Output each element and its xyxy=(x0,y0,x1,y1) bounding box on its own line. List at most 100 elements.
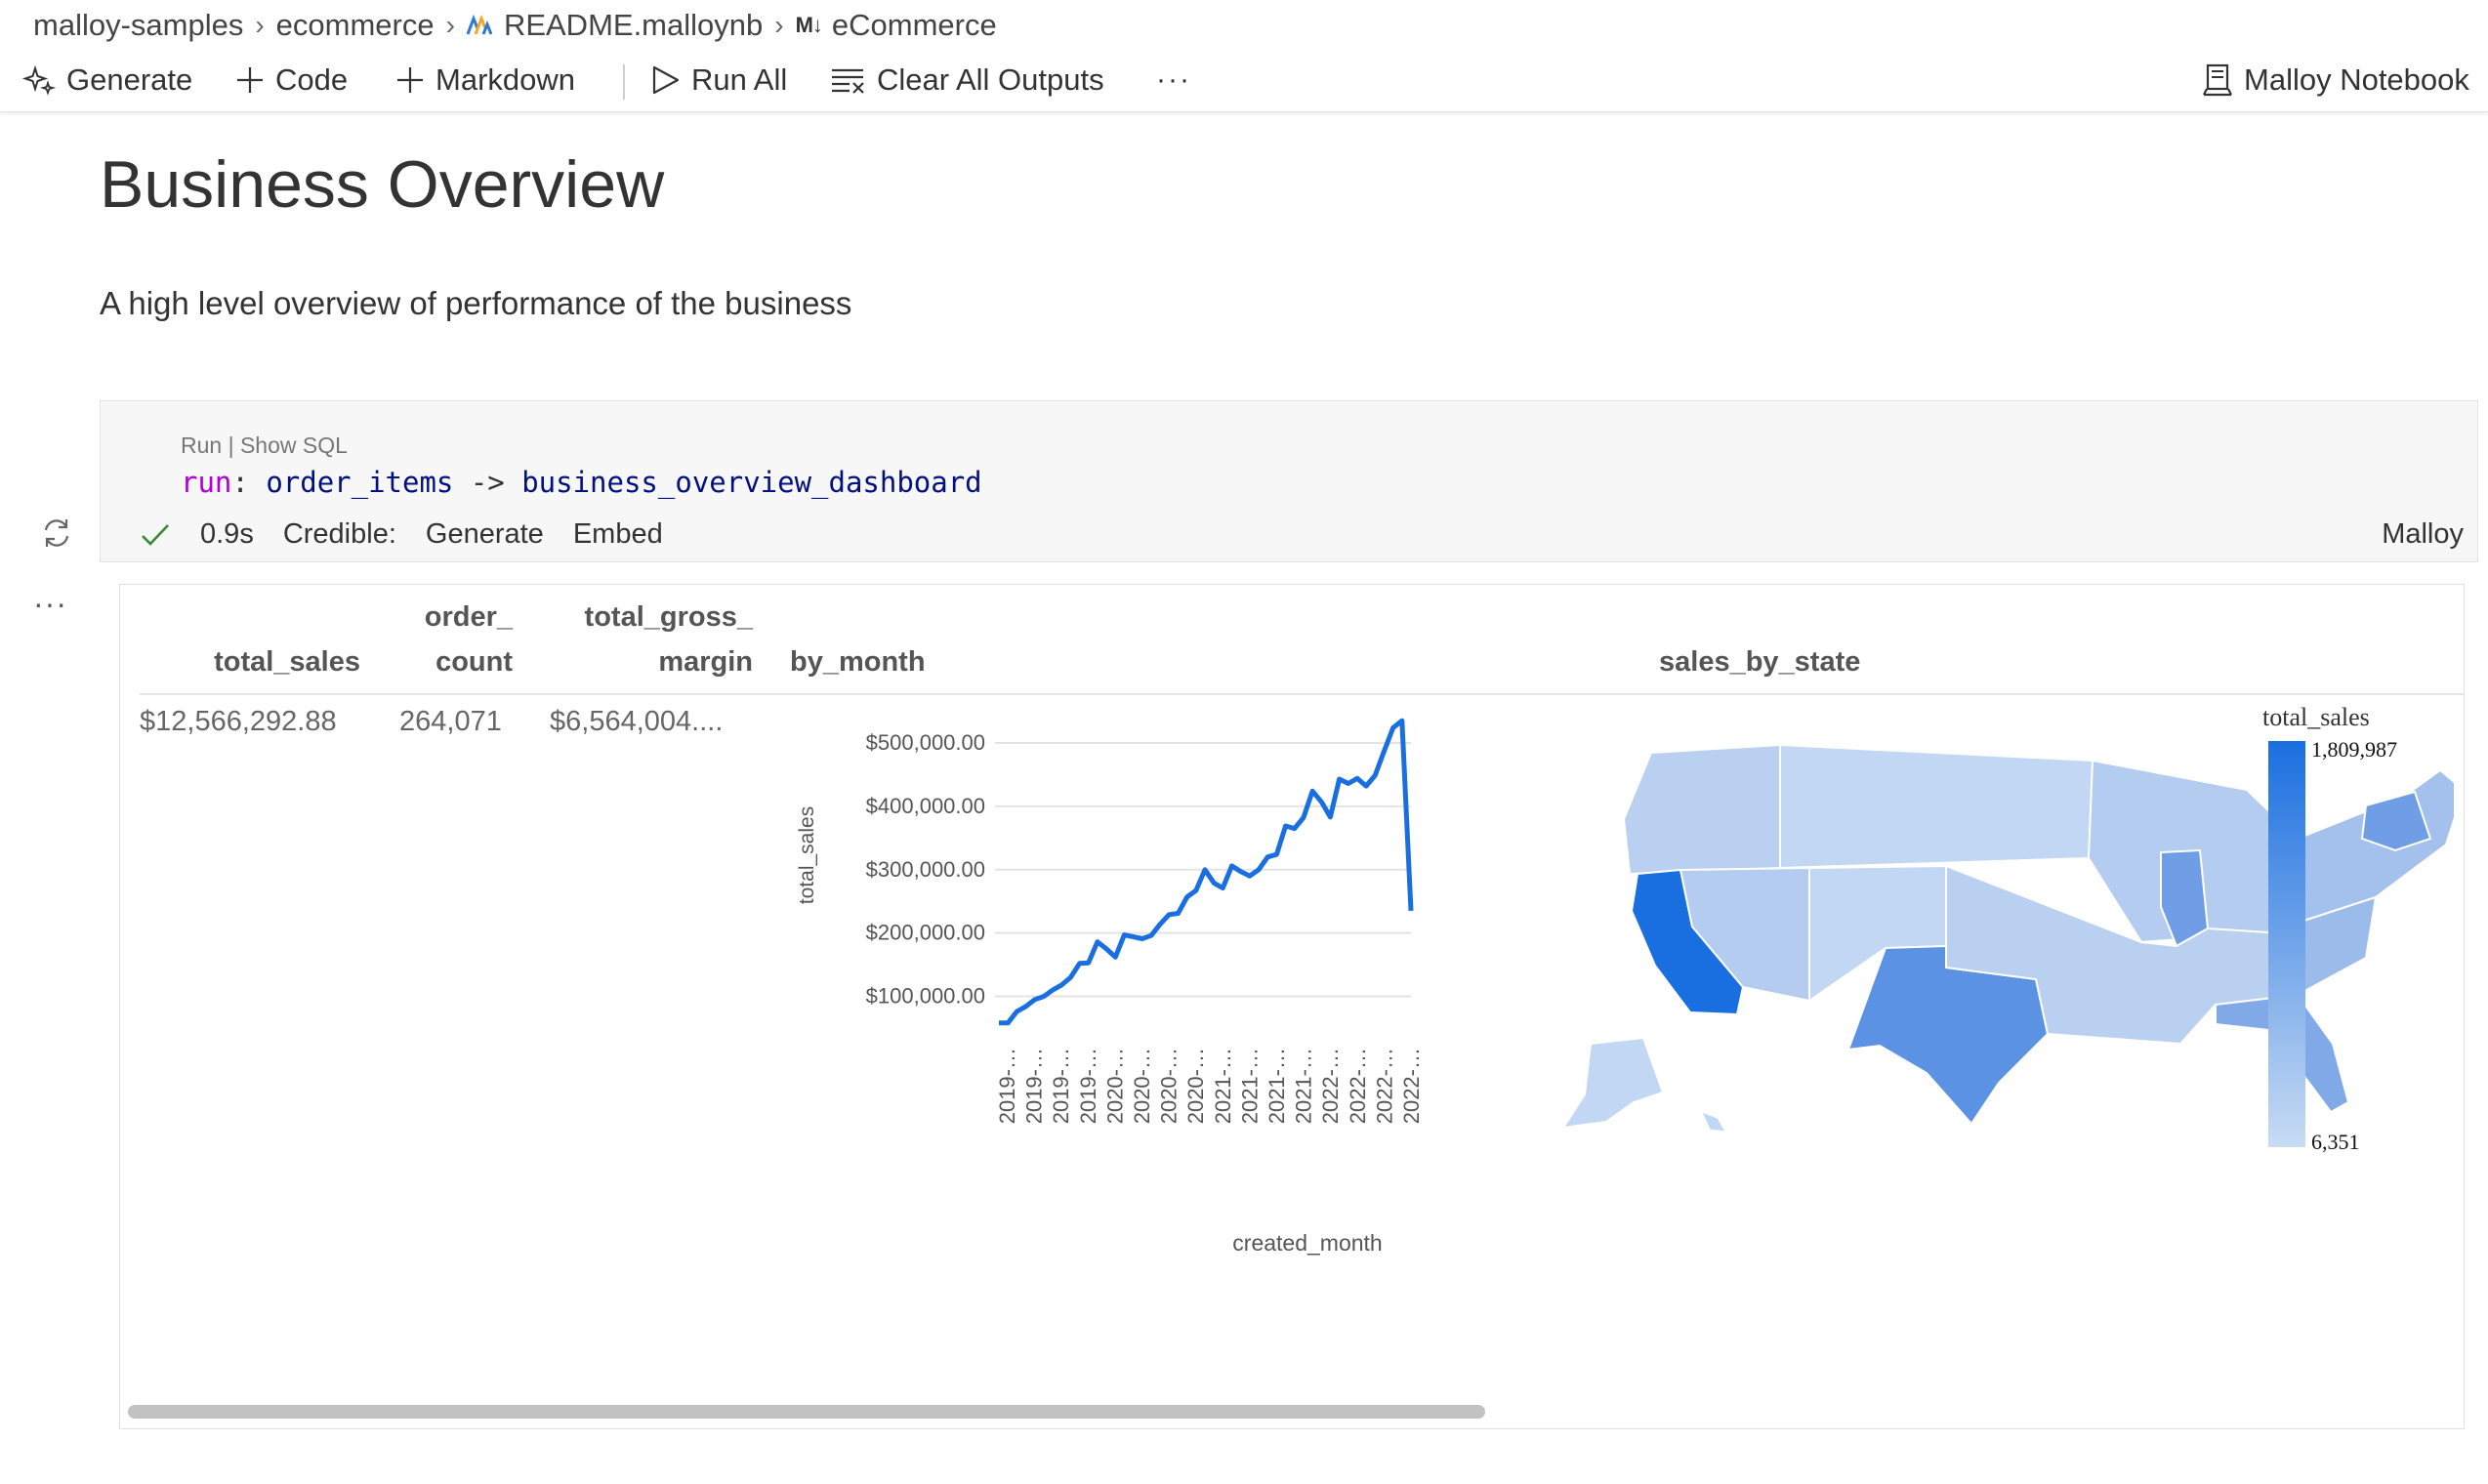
result-output: total_sales order_ count total_gross_ ma… xyxy=(119,584,2465,1429)
add-markdown-cell-button[interactable]: Markdown xyxy=(394,59,575,102)
credible-embed-link[interactable]: Embed xyxy=(572,518,663,550)
chart-x-tick-label: 2021-… xyxy=(1265,1048,1289,1124)
code-view: business_overview_dashboard xyxy=(521,466,982,499)
by-month-line-chart: $100,000.00 $200,000.00 $300,000.00 $400,00… xyxy=(796,718,1424,1256)
state-region-plains[interactable] xyxy=(1779,743,2094,870)
breadcrumb-item-ecommerce-section[interactable]: eCommerce xyxy=(831,8,997,42)
check-icon xyxy=(140,521,171,549)
malloy-logo-icon xyxy=(466,15,492,36)
cell-more-actions-button[interactable]: ··· xyxy=(33,586,67,621)
chart-y-tick-label: $400,000.00 xyxy=(866,794,985,818)
show-sql-link[interactable]: Show SQL xyxy=(239,433,348,458)
clear-outputs-label: Clear All Outputs xyxy=(877,62,1104,97)
sparkle-icon xyxy=(21,64,57,96)
code-lens-separator: | xyxy=(222,433,240,458)
page-title: Business Overview xyxy=(100,147,665,222)
horizontal-scrollbar[interactable] xyxy=(128,1405,1485,1419)
cell-language-indicator[interactable]: Malloy xyxy=(2382,518,2464,550)
state-florida[interactable] xyxy=(2215,993,2350,1114)
state-alaska[interactable] xyxy=(1560,1036,1665,1130)
code-keyword: run xyxy=(181,466,232,499)
state-new-york[interactable] xyxy=(2360,790,2432,852)
chart-x-tick-label: 2022-… xyxy=(1372,1048,1396,1124)
chart-x-tick-label: 2021-… xyxy=(1237,1048,1262,1124)
code-lens: Run | Show SQL xyxy=(181,433,348,459)
code-colon: : xyxy=(231,466,267,499)
chart-x-tick-label: 2019-… xyxy=(1022,1048,1047,1124)
us-map xyxy=(1560,743,2454,1133)
add-code-cell-button[interactable]: Code xyxy=(234,59,348,102)
generate-label: Generate xyxy=(66,62,193,97)
header-total-sales: total_sales xyxy=(214,646,360,678)
page-description: A high level overview of performance of … xyxy=(100,285,852,321)
chart-x-tick-label: 2022-… xyxy=(1399,1048,1424,1124)
chart-x-axis-label: created_month xyxy=(1232,1230,1382,1256)
header-gross-margin-line1: total_gross_ xyxy=(584,601,753,633)
chart-y-tick-label: $100,000.00 xyxy=(866,984,985,1009)
map-legend-min: 6,351 xyxy=(2311,1130,2360,1154)
value-total-gross-margin: $6,564,004.... xyxy=(550,706,724,737)
play-icon xyxy=(652,65,680,95)
breadcrumb-item-readme[interactable]: README.malloynb xyxy=(503,8,764,42)
map-legend-max: 1,809,987 xyxy=(2311,737,2397,762)
notebook-toolbar: Generate Code Markdown Run All Clear All… xyxy=(0,53,2488,112)
chart-x-tick-label: 2021-… xyxy=(1292,1048,1316,1124)
header-divider xyxy=(140,693,2464,695)
breadcrumb-item-malloy-samples[interactable]: malloy-samples xyxy=(33,8,244,42)
chevron-right-icon: › xyxy=(774,10,784,40)
execution-time: 0.9s xyxy=(200,518,254,550)
header-order-count-line2: count xyxy=(435,646,513,678)
code-cell[interactable]: Run | Show SQL run: order_items -> busin… xyxy=(100,400,2478,562)
header-by-month: by_month xyxy=(790,646,926,678)
generate-button[interactable]: Generate xyxy=(21,59,192,102)
kernel-picker-button[interactable]: Malloy Notebook xyxy=(2201,59,2469,102)
value-order-count: 264,071 xyxy=(399,706,502,737)
markdown-label: Markdown xyxy=(435,62,575,97)
chart-y-tick-label: $500,000.00 xyxy=(866,730,985,755)
header-sales-by-state: sales_by_state xyxy=(1659,646,1861,678)
credible-label: Credible: xyxy=(282,518,396,550)
plus-icon xyxy=(397,67,423,93)
chart-x-tick-label: 2020-… xyxy=(1157,1048,1182,1124)
refresh-icon[interactable] xyxy=(39,515,74,556)
more-actions-button[interactable]: ··· xyxy=(1156,63,1191,96)
header-gross-margin-line2: margin xyxy=(658,646,753,678)
chart-series-line xyxy=(999,718,1414,1026)
chart-x-tick-label: 2020-… xyxy=(1102,1048,1127,1124)
state-region-west-north[interactable] xyxy=(1622,743,1781,876)
chart-x-tick-label: 2019-… xyxy=(995,1048,1019,1124)
code-arrow: -> xyxy=(453,466,522,499)
map-legend-title: total_sales xyxy=(2262,703,2370,731)
chart-x-tick-label: 2020-… xyxy=(1130,1048,1154,1124)
toolbar-divider xyxy=(623,64,625,100)
breadcrumb-item-ecommerce[interactable]: ecommerce xyxy=(275,8,435,42)
code-source: order_items xyxy=(266,466,454,499)
cell-status-bar: 0.9s Credible: Generate Embed xyxy=(140,518,692,551)
state-hawaii[interactable] xyxy=(1701,1111,1726,1133)
breadcrumb: malloy-samples › ecommerce › README.mall… xyxy=(33,6,997,45)
chart-x-tick-label: 2021-… xyxy=(1211,1048,1235,1124)
run-all-label: Run All xyxy=(691,62,788,97)
notebook-kernel-icon xyxy=(2203,63,2232,97)
plus-icon xyxy=(237,67,263,93)
credible-generate-link[interactable]: Generate xyxy=(425,518,544,550)
chart-x-tick-label: 2019-… xyxy=(1076,1048,1100,1124)
chart-y-tick-label: $300,000.00 xyxy=(866,857,985,882)
clear-all-outputs-button[interactable]: Clear All Outputs xyxy=(830,59,1104,102)
chart-y-axis-label: total_sales xyxy=(796,806,818,904)
run-link[interactable]: Run xyxy=(181,433,223,458)
run-all-button[interactable]: Run All xyxy=(648,59,787,102)
code-editor-line[interactable]: run: order_items -> business_overview_da… xyxy=(181,466,982,499)
value-total-sales: $12,566,292.88 xyxy=(140,706,337,737)
chart-x-tick-label: 2022-… xyxy=(1318,1048,1343,1124)
chevron-right-icon: › xyxy=(445,10,455,40)
state-region-southwest[interactable] xyxy=(1679,866,1810,1003)
markdown-icon: M↓ xyxy=(795,13,823,37)
chevron-right-icon: › xyxy=(255,10,265,40)
map-legend-gradient xyxy=(2268,741,2305,1147)
chart-x-tick-label: 2022-… xyxy=(1346,1048,1370,1124)
chart-x-tick-label: 2019-… xyxy=(1049,1048,1073,1124)
header-order-count-line1: order_ xyxy=(424,601,513,633)
chart-x-tick-label: 2020-… xyxy=(1183,1048,1208,1124)
clear-outputs-icon xyxy=(832,68,864,94)
